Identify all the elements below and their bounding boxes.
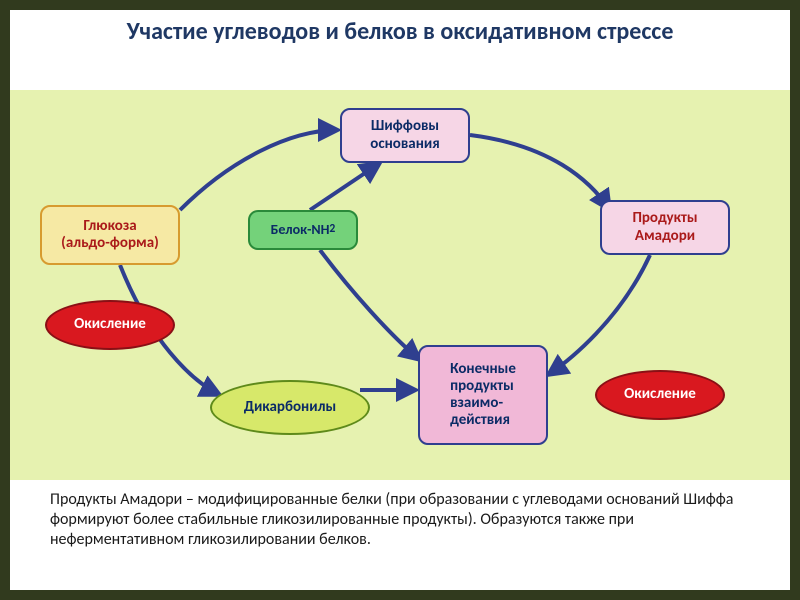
footer-text: Продукты Амадори – модифицированные белк… xyxy=(50,490,760,550)
node-dicarb: Дикарбонилы xyxy=(210,380,370,435)
node-endprod: Конечныепродуктывзаимо-действия xyxy=(418,345,548,445)
node-glucose: Глюкоза(альдо-форма) xyxy=(40,205,180,265)
diagram-canvas: Глюкоза(альдо-форма) Белок-NH2 Шиффовыосно… xyxy=(10,90,790,480)
edge-schiff-amadori xyxy=(470,135,610,210)
node-oxid1: Окисление xyxy=(45,300,175,350)
slide: Участие углеводов и белков в оксидативно… xyxy=(10,10,790,590)
node-amadori: ПродуктыАмадори xyxy=(600,200,730,255)
edge-amadori-endprod xyxy=(548,255,650,375)
node-protein: Белок-NH2 xyxy=(248,210,358,250)
page-title: Участие углеводов и белков в оксидативно… xyxy=(50,18,750,46)
node-oxid2: Окисление xyxy=(595,370,725,420)
outer-frame: Участие углеводов и белков в оксидативно… xyxy=(0,0,800,600)
node-schiff: Шиффовыоснования xyxy=(340,108,470,163)
edge-protein-schiff xyxy=(310,163,380,210)
edge-protein-endprod xyxy=(320,250,420,360)
edge-glucose-schiff xyxy=(180,130,338,210)
title-area: Участие углеводов и белков в оксидативно… xyxy=(10,10,790,52)
footer: Продукты Амадори – модифицированные белк… xyxy=(10,480,790,590)
